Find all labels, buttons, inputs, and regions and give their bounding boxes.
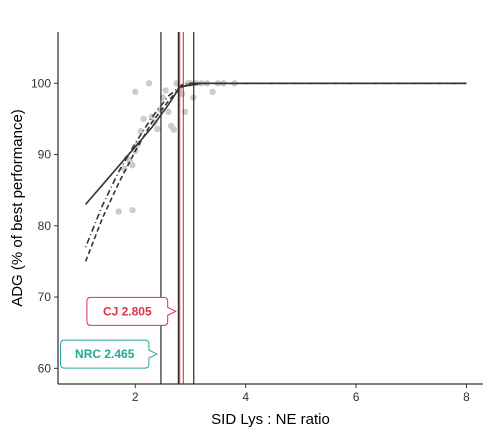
data-point	[129, 162, 136, 169]
data-point	[140, 115, 147, 123]
fit-curve-solid	[84, 82, 467, 205]
y-tick-label: 90	[38, 148, 52, 162]
data-point	[132, 88, 139, 96]
data-point	[129, 206, 136, 214]
x-tick-label: 8	[463, 390, 470, 404]
data-point	[154, 125, 161, 133]
x-tick-label: 6	[353, 390, 360, 404]
callout-label: NRC 2.465	[75, 347, 135, 361]
data-point	[156, 106, 164, 113]
y-tick-label: 70	[38, 290, 52, 304]
x-tick-label: 2	[132, 390, 139, 404]
data-point	[137, 127, 144, 135]
plot-area: 2 4 6 8 60 70 80 90 100 CJ 2.805 NRC 2.465	[31, 32, 483, 404]
fit-curve-dotdash	[84, 82, 467, 248]
data-point	[165, 108, 172, 116]
data-point	[173, 80, 180, 87]
y-tick-label: 80	[38, 219, 52, 233]
data-point	[190, 94, 197, 101]
callout-label: CJ 2.805	[103, 304, 152, 318]
callout-box	[60, 339, 159, 369]
y-tick-label: 100	[31, 76, 51, 90]
data-point	[162, 87, 169, 94]
data-point	[209, 88, 216, 96]
data-point	[170, 126, 178, 133]
x-axis-title: SID Lys : NE ratio	[211, 411, 330, 428]
callout-box	[86, 296, 177, 326]
y-axis-title: ADG (% of best performance)	[9, 109, 26, 307]
data-point	[145, 80, 153, 87]
y-tick-label: 60	[38, 361, 52, 375]
data-point	[115, 208, 122, 215]
x-tick-label: 4	[242, 390, 249, 404]
data-point	[181, 108, 189, 116]
fit-curve-dashed	[84, 82, 467, 262]
